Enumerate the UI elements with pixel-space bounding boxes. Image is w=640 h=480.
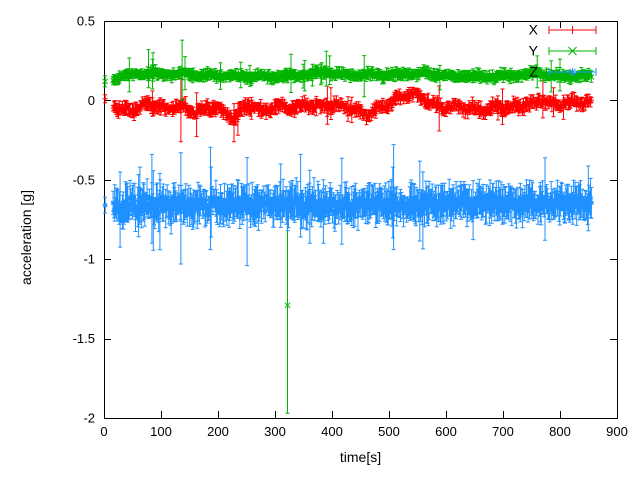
series-Z-markers <box>102 193 594 218</box>
plot-border <box>104 21 618 419</box>
legend-label-Y: Y <box>529 43 539 59</box>
y-tick-label: -1.5 <box>73 331 95 346</box>
x-tick-label: 200 <box>207 424 229 439</box>
x-tick-label: 800 <box>549 424 571 439</box>
y-tick-label: 0.5 <box>77 14 95 29</box>
series-Y-errorbars <box>103 39 594 414</box>
y-axis-title: acceleration [g] <box>18 190 34 285</box>
x-tick-label: 500 <box>378 424 400 439</box>
series-Y-markers <box>102 64 595 309</box>
x-tick-label: 700 <box>492 424 514 439</box>
y-tick-label: -0.5 <box>73 172 95 187</box>
y-tick-label: -1 <box>83 252 95 267</box>
x-tick-label: 900 <box>606 424 628 439</box>
x-tick-label: 300 <box>264 424 286 439</box>
axis-ticks <box>104 21 618 419</box>
x-tick-label: 400 <box>321 424 343 439</box>
x-tick-label: 600 <box>435 424 457 439</box>
x-axis-title: time[s] <box>340 449 381 465</box>
legend-sample-X <box>548 26 597 34</box>
legend-sample-Y <box>548 46 597 56</box>
x-tick-label: 0 <box>100 424 107 439</box>
y-tick-label: -2 <box>83 411 95 426</box>
series-X-markers <box>102 88 594 126</box>
legend-label-Z: Z <box>529 64 538 80</box>
y-tick-label: 0 <box>88 93 95 108</box>
legend-label-X: X <box>529 22 539 38</box>
x-tick-label: 100 <box>150 424 172 439</box>
legend-sample-Z <box>548 68 597 76</box>
